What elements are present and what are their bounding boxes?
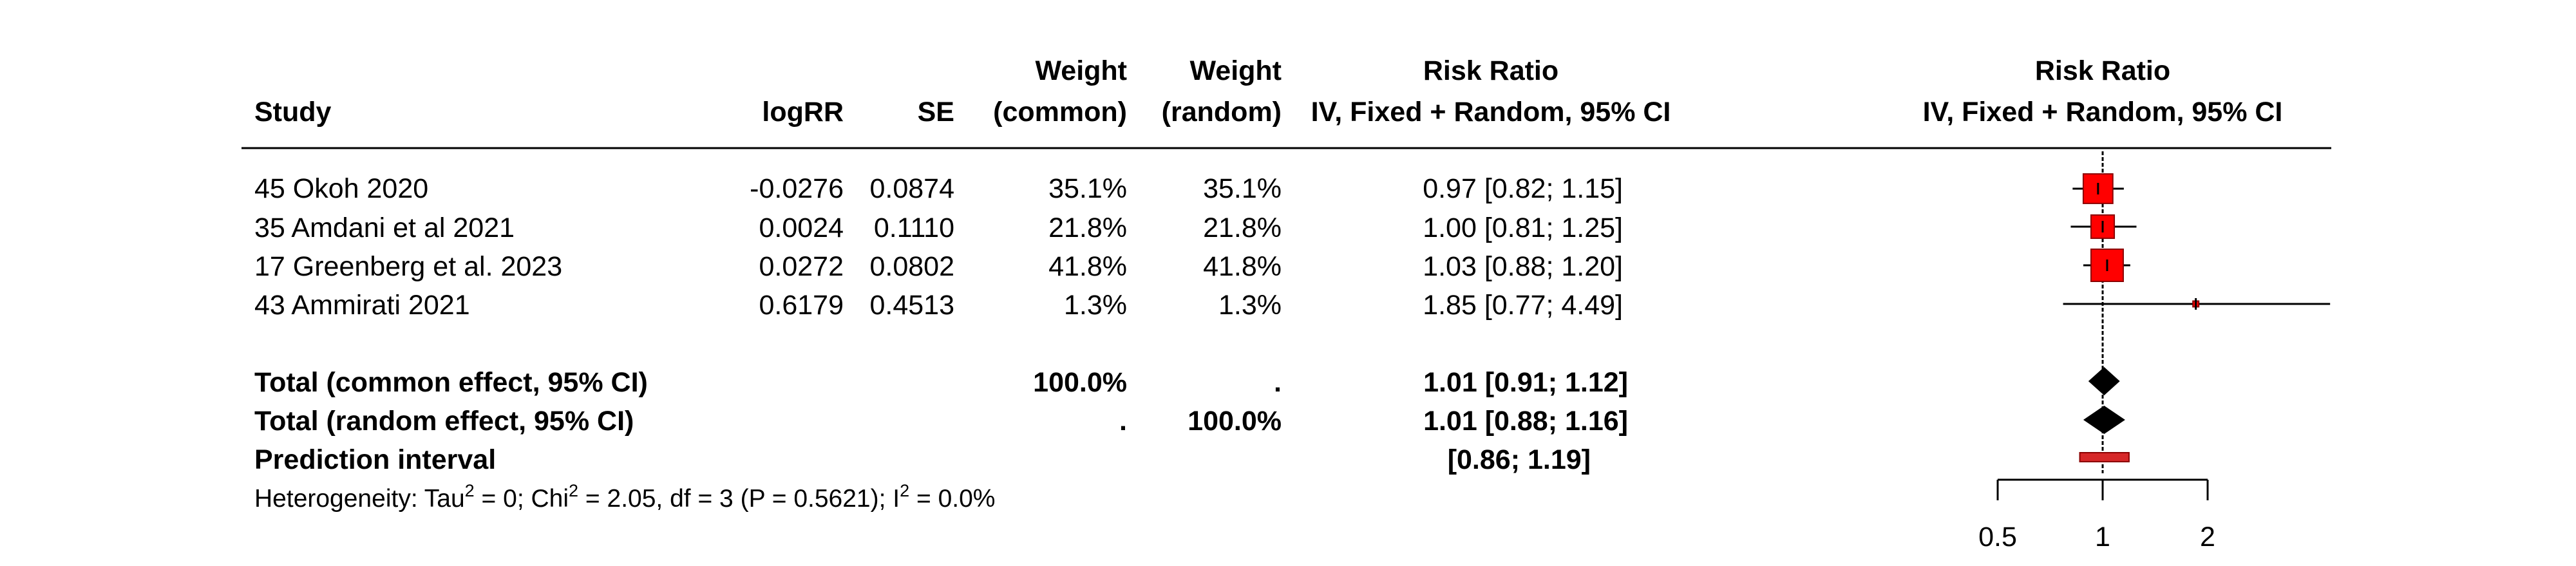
het-mid-2: = 2.05, df = 3 (P = 0.5621); I (578, 485, 900, 513)
common-effect-label: Total (common effect, 95% CI) (254, 367, 648, 398)
x-tick-label: 0.5 (1978, 522, 2017, 552)
common-effect-weight-common: 100.0% (1033, 367, 1127, 398)
random-effect-diamond (2083, 406, 2125, 434)
header-rr-plot-1: Risk Ratio (2035, 55, 2170, 86)
prediction-interval-ci-text: [0.86; 1.19] (1448, 444, 1591, 475)
study-name: 35 Amdani et al 2021 (254, 212, 515, 243)
het-sup-3: 2 (900, 481, 909, 500)
header-logrr: logRR (762, 97, 844, 127)
heterogeneity-text: Heterogeneity: Tau2 = 0; Chi2 = 2.05, df… (254, 481, 995, 513)
study-logrr: 0.0272 (759, 251, 844, 282)
random-effect-weight-common: . (1119, 406, 1127, 437)
study-ci-text: 1.03 [0.88; 1.20] (1423, 251, 1623, 282)
header-rr-text-1: Risk Ratio (1423, 55, 1558, 86)
header-study: Study (254, 97, 332, 127)
forest-plot-area: 0.5 1 2 (1978, 151, 2331, 552)
table-row: 35 Amdani et al 2021 0.0024 0.1110 21.8%… (254, 212, 1623, 243)
random-effect-ci-text: 1.01 [0.88; 1.16] (1423, 406, 1628, 437)
study-name: 43 Ammirati 2021 (254, 290, 470, 321)
study-weight-random: 35.1% (1203, 173, 1282, 204)
random-effect-label: Total (random effect, 95% CI) (254, 406, 634, 437)
header-se: SE (918, 97, 954, 127)
random-effect-weight-random: 100.0% (1188, 406, 1282, 437)
table-row: 17 Greenberg et al. 2023 0.0272 0.0802 4… (254, 251, 1623, 282)
common-effect-weight-random: . (1274, 367, 1282, 398)
study-weight-common: 21.8% (1048, 212, 1127, 243)
study-weight-random: 1.3% (1218, 290, 1282, 321)
x-tick-label: 1 (2095, 522, 2110, 552)
het-suffix: = 0.0% (909, 485, 995, 513)
study-ci-text: 0.97 [0.82; 1.15] (1423, 173, 1623, 204)
study-name: 17 Greenberg et al. 2023 (254, 251, 562, 282)
x-tick-label: 2 (2200, 522, 2215, 552)
study-weight-common: 41.8% (1048, 251, 1127, 282)
study-logrr: -0.0276 (750, 173, 844, 204)
header-weight-random-1: Weight (1189, 55, 1282, 86)
prediction-interval-bar (2079, 452, 2130, 462)
study-weight-common: 1.3% (1064, 290, 1127, 321)
common-effect-diamond (2088, 367, 2120, 395)
table-row: 43 Ammirati 2021 0.6179 0.4513 1.3% 1.3%… (254, 290, 1623, 321)
common-effect-ci-text: 1.01 [0.91; 1.12] (1423, 367, 1628, 398)
het-sup-2: 2 (569, 481, 578, 500)
x-axis-ticks: 0.5 1 2 (1978, 480, 2215, 552)
study-ci-text: 1.00 [0.81; 1.25] (1423, 212, 1623, 243)
header-weight-random-2: (random) (1162, 97, 1282, 127)
prediction-interval-row: Prediction interval [0.86; 1.19] (254, 444, 1591, 475)
het-prefix: Heterogeneity: Tau (254, 485, 465, 513)
study-se: 0.1110 (874, 212, 954, 243)
study-weight-random: 41.8% (1203, 251, 1282, 282)
common-effect-row: Total (common effect, 95% CI) 100.0% . 1… (254, 367, 1628, 398)
het-sup-1: 2 (465, 481, 475, 500)
study-markers (2063, 173, 2331, 310)
prediction-interval-label: Prediction interval (254, 444, 496, 475)
het-mid: = 0; Chi (475, 485, 569, 513)
study-ci-text: 1.85 [0.77; 4.49] (1423, 290, 1623, 321)
header-weight-common-2: (common) (993, 97, 1127, 127)
study-se: 0.0874 (869, 173, 954, 204)
pooled-markers (2079, 367, 2130, 462)
header-rr-text-2: IV, Fixed + Random, 95% CI (1311, 97, 1671, 127)
header-rr-plot-2: IV, Fixed + Random, 95% CI (1923, 97, 2283, 127)
study-se: 0.0802 (869, 251, 954, 282)
random-effect-row: Total (random effect, 95% CI) . 100.0% 1… (254, 406, 1628, 437)
study-logrr: 0.6179 (759, 290, 844, 321)
study-weight-random: 21.8% (1203, 212, 1282, 243)
table-row: 45 Okoh 2020 -0.0276 0.0874 35.1% 35.1% … (254, 173, 1623, 204)
header-weight-common-1: Weight (1035, 55, 1127, 86)
study-logrr: 0.0024 (759, 212, 844, 243)
study-name: 45 Okoh 2020 (254, 173, 428, 204)
study-weight-common: 35.1% (1048, 173, 1127, 204)
study-se: 0.4513 (869, 290, 954, 321)
